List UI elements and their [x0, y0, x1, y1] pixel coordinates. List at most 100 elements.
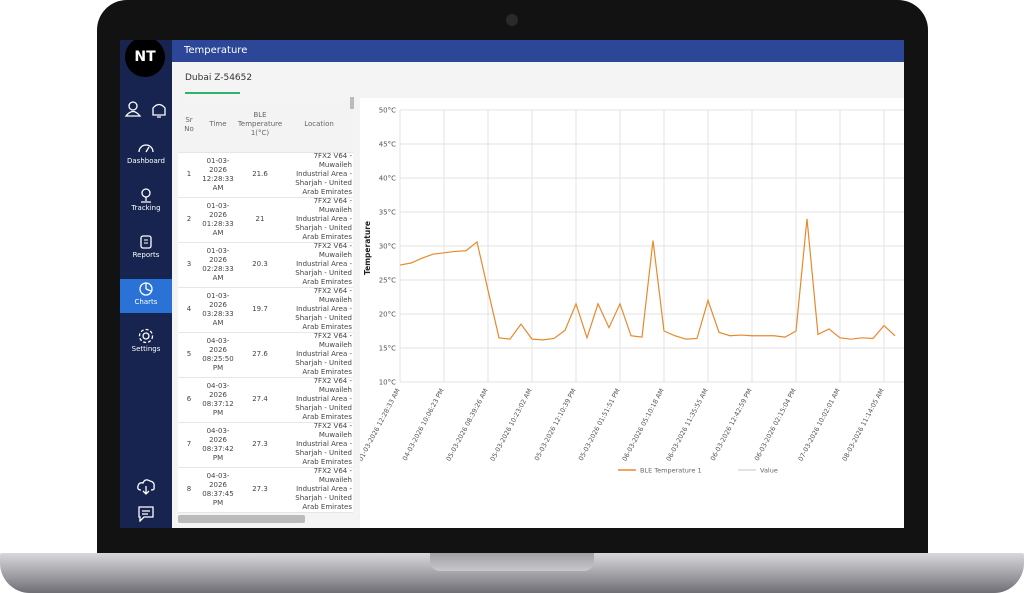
y-tick-label: 10°C	[379, 379, 396, 387]
legend-label[interactable]: BLE Temperature 1	[640, 467, 702, 475]
table-cell: 21.6	[252, 170, 268, 178]
nav-label: Dashboard	[127, 157, 165, 165]
table-cell: 7FX2 V64 - Muwaileh Industrial Area - Sh…	[295, 242, 352, 286]
bottom-icons	[137, 479, 155, 522]
table-row: 8 04-03-2026 08:37:45 PM 27.3 7FX2 V64 - Mu…	[178, 467, 353, 513]
user-icon[interactable]	[128, 101, 138, 111]
table-cell: 6	[186, 395, 192, 403]
table-cell: 27.6	[252, 350, 268, 358]
logo[interactable]: NT	[125, 40, 165, 77]
table-cell: 04-03-2026 08:37:42 PM	[202, 426, 234, 462]
y-tick-label: 35°C	[379, 209, 396, 217]
nav-icon	[140, 235, 152, 249]
x-tick-label: 04-03-2026 10:06:23 PM	[401, 387, 446, 462]
bell-icon[interactable]	[152, 103, 166, 118]
x-tick-label: 05-03-2026 01:51:51 PM	[577, 387, 622, 462]
table-header: Sr No Time BLE Temperature 1(°C) Location	[178, 97, 353, 153]
table-cell: 21	[255, 215, 265, 223]
nav-label: Settings	[131, 345, 161, 353]
table-cell: 7FX2 V64 - Muwaileh Industrial Area - Sh…	[295, 332, 352, 376]
sidebar: NT Dashboard Tracking Reports Charts Setting…	[120, 40, 172, 528]
column-header: Location	[304, 120, 334, 128]
table-row: 6 04-03-2026 08:37:12 PM 27.4 7FX2 V64 - Mu…	[178, 377, 353, 423]
nav-item[interactable]: Tracking	[120, 185, 172, 219]
nav-item[interactable]: Dashboard	[120, 138, 172, 172]
y-tick-label: 15°C	[379, 345, 396, 353]
table-cell: 04-03-2026 08:25:50 PM	[202, 336, 234, 372]
table-cell: 04-03-2026 08:37:45 PM	[202, 471, 234, 507]
table-cell: 2	[186, 215, 192, 223]
column-header: Sr No	[184, 115, 194, 133]
column-header: Time	[209, 120, 227, 128]
x-tick-label: 06-03-2026 05:10:18 AM	[621, 387, 666, 462]
nav-label: Charts	[134, 298, 158, 306]
table-cell: 7FX2 V64 - Muwaileh Industrial Area - Sh…	[295, 422, 352, 466]
nav-item[interactable]: Charts	[120, 279, 172, 313]
nav-icon	[138, 144, 154, 153]
h-scrollbar[interactable]	[178, 515, 305, 523]
x-tick-label: 08-03-2026 11:14:05 AM	[841, 387, 886, 462]
table-row: 2 01-03-2026 01:28:33 AM 21 7FX2 V64 - Muwa…	[178, 197, 353, 243]
table-cell: 04-03-2026 08:37:12 PM	[202, 381, 234, 417]
chart: 10°C 15°C 20°C 25°C 30°C 35°C 40°C 45°C 50°C 01-0…	[360, 98, 904, 528]
table-cell: 19.7	[252, 305, 268, 313]
nav-icon	[138, 328, 154, 344]
table-cell: 01-03-2026 02:28:33 AM	[202, 246, 234, 282]
legend-label[interactable]: Value	[760, 467, 778, 475]
table-cell: 7FX2 V64 - Muwaileh Industrial Area - Sh…	[295, 197, 352, 241]
y-tick-label: 30°C	[379, 243, 396, 251]
table-row: 7 04-03-2026 08:37:42 PM 27.3 7FX2 V64 - Mu…	[178, 422, 353, 468]
table-cell: 8	[186, 485, 192, 493]
cloud-icon[interactable]	[137, 479, 155, 495]
x-tick-label: 07-03-2026 10:02:01 AM	[797, 387, 842, 462]
table-cell: 7FX2 V64 - Muwaileh Industrial Area - Sh…	[295, 377, 352, 421]
tab[interactable]: Dubai Z-54652	[185, 73, 253, 83]
table-cell: 01-03-2026 12:28:33 AM	[202, 156, 234, 192]
nav-icon	[139, 282, 153, 296]
table-cell: 5	[186, 350, 192, 358]
screen: NT Dashboard Tracking Reports Charts Setting…	[120, 40, 904, 528]
table-cell: 01-03-2026 03:28:33 AM	[202, 291, 234, 327]
nav-label: Reports	[132, 251, 160, 259]
table-cell: 1	[186, 170, 192, 178]
x-tick-label: 06-03-2026 12:42:59 PM	[709, 387, 754, 462]
x-tick-label: 05-03-2026 10:23:02 AM	[489, 387, 534, 462]
table-cell: 7FX2 V64 - Muwaileh Industrial Area - Sh…	[295, 152, 352, 196]
data-line	[399, 218, 896, 341]
y-tick-label: 50°C	[379, 107, 396, 115]
table-row: 4 01-03-2026 03:28:33 AM 19.7 7FX2 V64 - Mu…	[178, 287, 353, 333]
v-scrollbar[interactable]	[350, 97, 354, 109]
laptop-notch	[430, 553, 594, 571]
user-icon-body	[124, 110, 142, 117]
table-cell: 7	[186, 440, 192, 448]
y-tick-label: 20°C	[379, 311, 396, 319]
user-icons	[124, 101, 166, 118]
table-cell: 01-03-2026 01:28:33 AM	[202, 201, 234, 237]
table-row: 5 04-03-2026 08:25:50 PM 27.6 7FX2 V64 - Mu…	[178, 332, 353, 378]
tab-underline	[185, 92, 240, 94]
y-tick-label: 45°C	[379, 141, 396, 149]
table-cell: 7FX2 V64 - Muwaileh Industrial Area - Sh…	[295, 467, 352, 511]
y-tick-label: 25°C	[379, 277, 396, 285]
nav-item[interactable]: Reports	[120, 232, 172, 266]
x-tick-label: 01-03-2026 12:28:33 AM	[360, 387, 402, 462]
table-cell: 4	[186, 305, 192, 313]
table-cell: 3	[186, 260, 192, 268]
y-tick-label: 40°C	[379, 175, 396, 183]
y-axis-label: Temperature	[363, 221, 372, 275]
nav-label: Tracking	[131, 204, 161, 212]
table-cell: 20.3	[252, 260, 268, 268]
table-cell: 27.3	[252, 440, 268, 448]
chat-icon[interactable]	[138, 506, 154, 522]
data-table: Sr No Time BLE Temperature 1(°C) Location 1 0…	[178, 97, 353, 513]
table-cell: 7FX2 V64 - Muwaileh Industrial Area - Sh…	[295, 287, 352, 331]
x-tick-label: 06-03-2026 11:35:55 AM	[665, 387, 710, 462]
table-cell: 27.4	[252, 395, 268, 403]
nav-item[interactable]: Settings	[120, 326, 172, 360]
camera	[506, 14, 518, 26]
table-row: 3 01-03-2026 02:28:33 AM 20.3 7FX2 V64 - Mu…	[178, 242, 353, 288]
table-row: 1 01-03-2026 12:28:33 AM 21.6 7FX2 V64 - Mu…	[178, 152, 353, 198]
x-tick-label: 05-03-2026 12:10:39 PM	[533, 387, 578, 462]
x-tick-label: 05-03-2026 08:39:26 AM	[445, 387, 490, 462]
